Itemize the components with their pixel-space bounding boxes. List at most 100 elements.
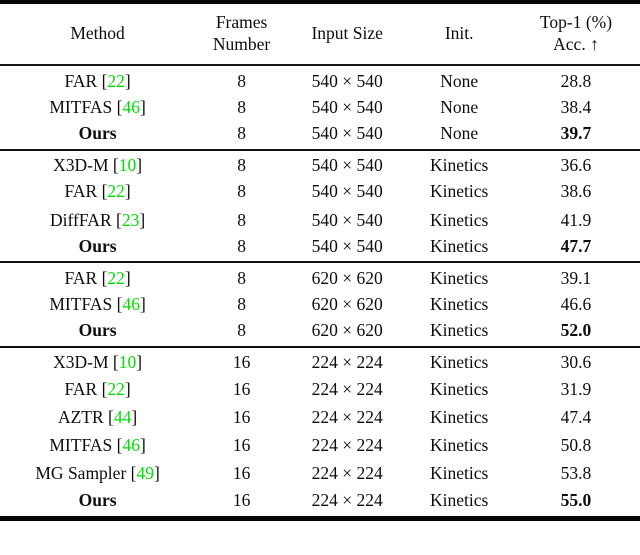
init-cell: Kinetics (430, 294, 489, 315)
frames-cell: 8 (237, 209, 246, 230)
table-row: FAR [22] 16 224 × 224 Kinetics 31.9 (0, 375, 640, 403)
init-cell: Kinetics (430, 181, 489, 202)
frames-cell: 16 (232, 489, 251, 510)
init-cell: Kinetics (430, 435, 489, 456)
table-row: FAR [22] 8 540 × 540 None 28.8 (0, 65, 640, 93)
table-bottom-rule (0, 516, 640, 521)
frames-cell: 8 (237, 96, 246, 117)
method-name: X3D-M (53, 155, 109, 176)
col-header-frames: Frames Number (195, 4, 288, 66)
table-row: FAR [22] 8 540 × 540 Kinetics 38.6 (0, 178, 640, 206)
frames-cell: 8 (195, 261, 288, 291)
input-size-cell: 540 × 540 (287, 148, 407, 178)
method-cell: Ours (0, 488, 195, 516)
init-cell: Kinetics (406, 148, 512, 178)
table-row: MITFAS [46] 16 224 × 224 Kinetics 50.8 (0, 431, 640, 459)
citation-link[interactable]: 10 (118, 352, 137, 373)
table-header: Method Frames Number Input Size Init. Top-1 (… (0, 4, 640, 66)
input-size-cell: 620 × 620 (287, 261, 407, 291)
method-cell: Ours (0, 121, 195, 149)
method-name: MITFAS (49, 294, 113, 315)
init-cell: None (440, 122, 479, 143)
method-cell: X3D-M [10] (0, 345, 196, 376)
frames-cell: 16 (232, 435, 251, 456)
citation-link[interactable]: 44 (113, 406, 132, 427)
method-cell: FAR [22] (0, 261, 196, 291)
method-name: FAR (64, 70, 98, 91)
citation-link[interactable]: 22 (107, 70, 125, 91)
col-header-method: Method (0, 4, 196, 66)
frames-cell: 8 (237, 235, 246, 256)
init-cell: Kinetics (430, 320, 489, 341)
citation-link[interactable]: 10 (118, 155, 137, 176)
input-size-cell: 224 × 224 (311, 463, 383, 484)
frames-cell: 8 (237, 320, 246, 341)
frames-cell: 16 (232, 406, 251, 427)
top1-cell: 39.1 (511, 261, 640, 291)
input-size-cell: 224 × 224 (311, 406, 383, 427)
input-size-cell: 540 × 540 (311, 122, 383, 143)
input-size-cell: 540 × 540 (311, 209, 383, 230)
input-size-cell: 620 × 620 (311, 320, 383, 341)
method-name: Ours (78, 320, 117, 341)
citation-link[interactable]: 46 (122, 96, 140, 117)
method-name: Ours (78, 235, 117, 256)
table-group: X3D-M [10] 8 540 × 540 Kinetics 36.6 FAR [22]… (0, 148, 640, 263)
method-name: MG Sampler (35, 463, 127, 484)
frames-cell: 16 (232, 463, 251, 484)
method-cell: X3D-M [10] (0, 148, 196, 178)
top1-cell: 47.4 (560, 406, 592, 427)
col-header-init: Init. (406, 4, 512, 66)
table-row: MITFAS [46] 8 620 × 620 Kinetics 46.6 (0, 291, 640, 319)
table-group: X3D-M [10] 16 224 × 224 Kinetics 30.6 FAR [22… (0, 345, 640, 516)
method-cell: Ours (0, 319, 195, 347)
table-row: Ours 8 540 × 540 None 39.7 (0, 121, 640, 149)
top1-cell: 47.7 (560, 235, 592, 256)
citation-link[interactable]: 23 (121, 209, 140, 230)
method-cell: Ours (0, 234, 195, 262)
init-cell: Kinetics (430, 463, 489, 484)
table-group: FAR [22] 8 620 × 620 Kinetics 39.1 MITFAS [46… (0, 261, 640, 347)
citation-link[interactable]: 22 (107, 181, 125, 202)
input-size-cell: 224 × 224 (311, 435, 383, 456)
top1-cell: 38.4 (560, 96, 592, 117)
table-top-rule (0, 0, 640, 4)
col-header-input_size: Input Size (287, 4, 407, 66)
citation-link[interactable]: 22 (107, 267, 125, 288)
input-size-cell: 540 × 540 (311, 70, 383, 91)
top1-cell: 36.6 (511, 148, 640, 178)
method-cell: MG Sampler [49] (35, 463, 160, 484)
input-size-cell: 224 × 224 (311, 378, 383, 399)
top1-cell: 31.9 (560, 378, 592, 399)
citation-link[interactable]: 46 (122, 294, 140, 315)
method-name: MITFAS (49, 96, 113, 117)
top1-cell: 30.6 (511, 345, 640, 376)
input-size-cell: 224 × 224 (311, 489, 383, 510)
frames-cell: 16 (195, 345, 288, 376)
frames-cell: 16 (232, 378, 251, 399)
citation-link[interactable]: 46 (122, 435, 140, 456)
frames-cell: 8 (237, 122, 246, 143)
top1-cell: 38.6 (560, 181, 592, 202)
table-row: Ours 16 224 × 224 Kinetics 55.0 (0, 488, 640, 516)
method-cell: FAR [22] (64, 181, 131, 202)
citation-link[interactable]: 49 (136, 463, 154, 484)
table-row: MG Sampler [49] 16 224 × 224 Kinetics 53.8 (0, 460, 640, 488)
method-name: FAR (64, 378, 98, 399)
header-row: Method Frames Number Input Size Init. Top-1 (… (0, 4, 640, 66)
frames-cell: 8 (195, 148, 288, 178)
citation-link[interactable]: 22 (107, 378, 125, 399)
input-size-cell: 224 × 224 (287, 345, 407, 376)
top1-cell: 55.0 (560, 489, 592, 510)
init-cell: Kinetics (430, 406, 489, 427)
method-name: FAR (64, 267, 98, 288)
input-size-cell: 620 × 620 (311, 294, 383, 315)
results-table: Method Frames Number Input Size Init. Top-1 (… (0, 4, 640, 516)
method-name: Ours (78, 489, 117, 510)
method-cell: MITFAS [46] (49, 435, 146, 456)
top1-cell: 52.0 (560, 320, 592, 341)
method-cell: MITFAS [46] (49, 294, 146, 315)
table-row: Ours 8 540 × 540 Kinetics 47.7 (0, 234, 640, 262)
table-row: X3D-M [10] 8 540 × 540 Kinetics 36.6 (0, 148, 640, 178)
